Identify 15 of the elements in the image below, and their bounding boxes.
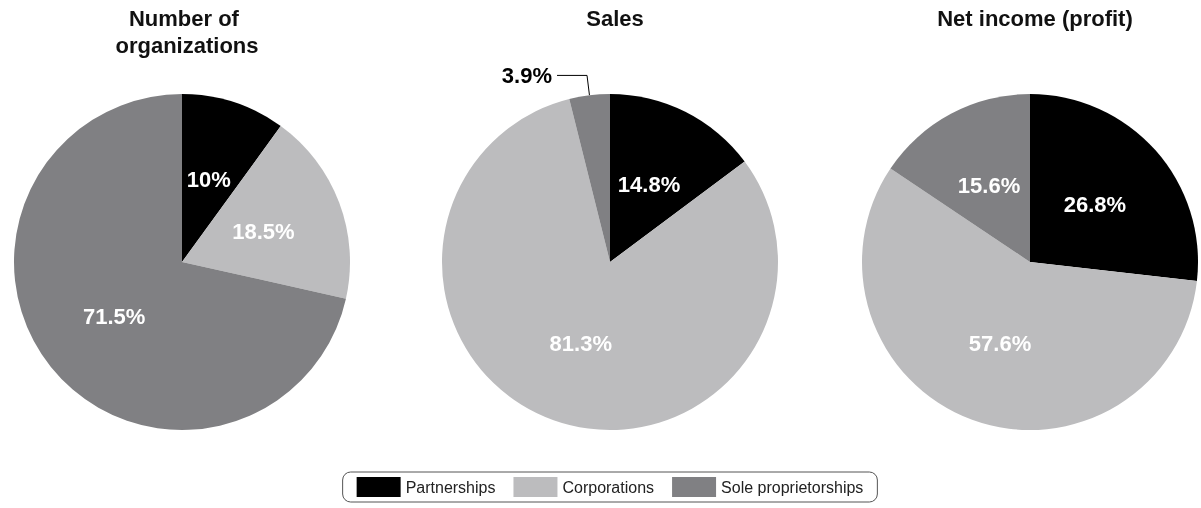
data-label: 14.8% bbox=[617, 171, 681, 197]
data-label: 26.8% bbox=[1063, 191, 1127, 217]
data-label: 71.5% bbox=[82, 303, 146, 329]
legend-label: Corporations bbox=[562, 478, 655, 496]
data-label: 81.3% bbox=[549, 331, 612, 357]
data-label: 18.5% bbox=[232, 218, 295, 244]
chart-title: Number of organizations bbox=[115, 6, 259, 58]
data-label: 15.6% bbox=[957, 172, 1021, 198]
legend-label: Sole proprietorships bbox=[721, 478, 864, 496]
data-label: 10% bbox=[186, 166, 231, 192]
legend-label: Partnerships bbox=[405, 478, 496, 496]
data-label: 57.6% bbox=[968, 331, 1032, 357]
data-label: 3.9% bbox=[501, 62, 553, 88]
chart-title: Sales bbox=[586, 6, 644, 31]
chart-title: Net income (profit) bbox=[937, 6, 1133, 31]
